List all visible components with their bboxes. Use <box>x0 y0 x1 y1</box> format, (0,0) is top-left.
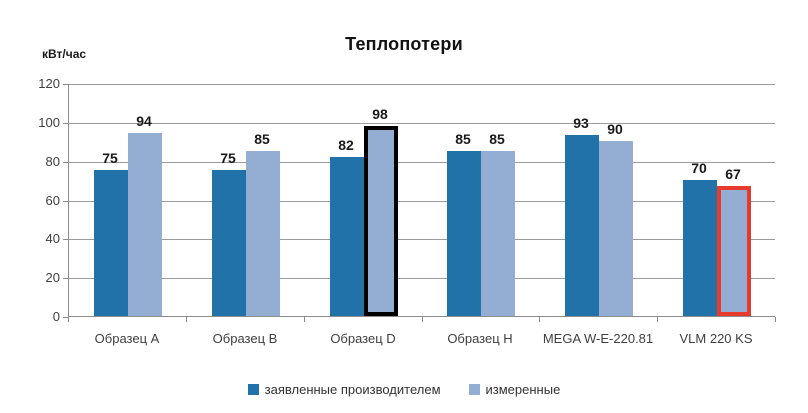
category-label: Образец H <box>447 331 513 346</box>
bar-measured <box>246 151 280 316</box>
bar-value-label: 75 <box>220 150 236 166</box>
bar-declared <box>212 170 246 316</box>
gridline <box>69 278 775 279</box>
gridline <box>69 162 775 163</box>
gridline <box>69 123 775 124</box>
bar-value-label: 94 <box>136 113 152 129</box>
plot-area <box>68 84 775 317</box>
x-tick-mark <box>68 317 69 322</box>
legend-label: заявленные производителем <box>264 382 441 397</box>
bar-value-label: 98 <box>372 106 388 122</box>
bar-value-label: 67 <box>725 166 741 182</box>
x-tick-mark <box>304 317 305 322</box>
legend-item: заявленные производителем <box>247 382 441 397</box>
legend-swatch-icon <box>468 384 480 395</box>
y-tick-mark <box>63 84 68 85</box>
bar-value-label: 90 <box>607 121 623 137</box>
bar-measured <box>128 133 162 316</box>
bar-value-label: 75 <box>102 150 118 166</box>
y-tick-mark <box>63 239 68 240</box>
bar-value-label: 85 <box>254 131 270 147</box>
gridline <box>69 239 775 240</box>
bar-declared <box>683 180 717 316</box>
bar-value-label: 70 <box>691 160 707 176</box>
x-tick-mark <box>539 317 540 322</box>
bar-value-label: 93 <box>573 115 589 131</box>
y-tick-label: 20 <box>45 270 60 285</box>
bar-declared <box>565 135 599 316</box>
bar-measured-highlighted <box>717 186 751 316</box>
y-tick-label: 0 <box>52 309 60 324</box>
legend-swatch-icon <box>247 384 259 395</box>
legend-item: измеренные <box>468 382 561 397</box>
y-tick-mark <box>63 201 68 202</box>
y-tick-mark <box>63 123 68 124</box>
y-tick-mark <box>63 278 68 279</box>
bar-measured-highlighted <box>364 126 398 316</box>
x-tick-mark <box>422 317 423 322</box>
legend: заявленные производителем измеренные <box>0 382 808 397</box>
chart-title: Теплопотери <box>345 34 463 54</box>
gridline <box>69 84 775 85</box>
y-tick-mark <box>63 162 68 163</box>
y-tick-label: 120 <box>38 76 60 91</box>
y-tick-mark <box>63 317 68 318</box>
bar-measured <box>481 151 515 316</box>
gridline <box>69 201 775 202</box>
legend-label: измеренные <box>485 382 561 397</box>
bar-declared <box>330 157 364 316</box>
y-axis-unit-label: кВт/час <box>42 47 87 61</box>
y-tick-label: 80 <box>45 154 60 169</box>
category-label: Образец B <box>212 331 278 346</box>
bar-measured <box>599 141 633 316</box>
x-tick-mark <box>657 317 658 322</box>
category-label: Образец D <box>330 331 396 346</box>
bar-value-label: 82 <box>338 137 354 153</box>
y-tick-label: 100 <box>38 115 60 130</box>
category-label: MEGA W-E-220.81 <box>542 331 654 346</box>
bar-value-label: 85 <box>489 131 505 147</box>
category-label: Образец A <box>94 331 160 346</box>
x-tick-mark <box>186 317 187 322</box>
bar-value-label: 85 <box>455 131 471 147</box>
bar-declared <box>94 170 128 316</box>
y-tick-label: 60 <box>45 193 60 208</box>
bar-declared <box>447 151 481 316</box>
category-label: VLM 220 KS <box>679 331 753 346</box>
y-tick-label: 40 <box>45 231 60 246</box>
x-tick-mark <box>775 317 776 322</box>
